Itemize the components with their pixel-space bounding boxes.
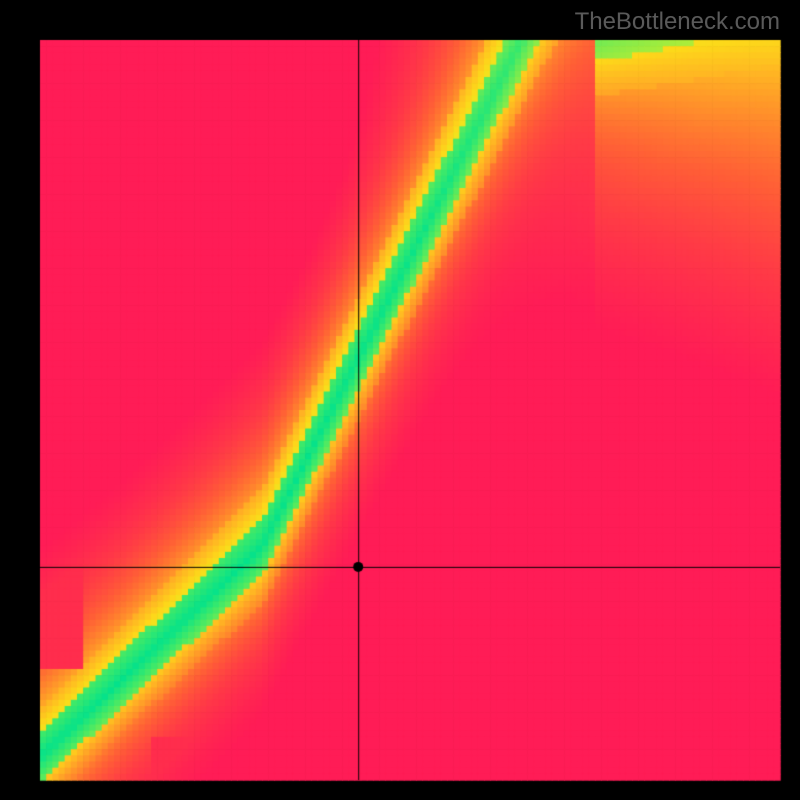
watermark: TheBottleneck.com [575,8,780,36]
bottleneck-heatmap [0,0,800,800]
